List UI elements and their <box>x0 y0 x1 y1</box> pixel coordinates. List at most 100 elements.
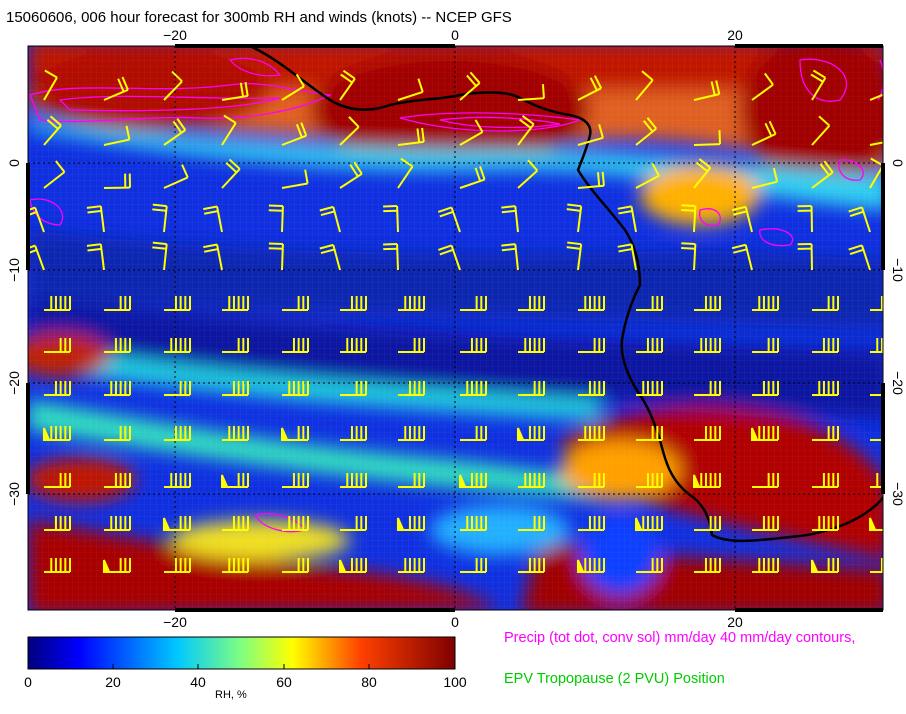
wind-barb <box>339 161 363 189</box>
lon-label-top-east: 20 <box>727 27 743 43</box>
wind-barb <box>222 296 249 311</box>
wind-barb <box>812 516 839 531</box>
wind-barb <box>694 381 721 396</box>
wind-barb <box>339 558 367 573</box>
wind-barb <box>104 381 131 396</box>
wind-barb <box>518 473 545 488</box>
lat-label-right-20: −20 <box>890 371 906 395</box>
wind-barb <box>694 426 721 441</box>
colorbar-label-20: 20 <box>105 674 121 690</box>
wind-barb <box>617 243 637 271</box>
wind-barb <box>693 130 721 146</box>
wind-barb <box>812 338 839 353</box>
wind-barb <box>636 381 663 396</box>
rh-colorbar <box>27 636 456 670</box>
wind-barb <box>460 426 487 441</box>
wind-barb <box>812 381 839 396</box>
wind-barb <box>43 115 62 146</box>
wind-barb <box>163 164 189 189</box>
wind-barb <box>103 173 131 189</box>
wind-barb <box>517 159 539 189</box>
wind-barb <box>578 473 605 488</box>
wind-barb <box>636 558 663 573</box>
wind-barb <box>340 381 367 396</box>
wind-barb <box>693 473 721 488</box>
wind-barb <box>398 338 425 353</box>
wind-barb <box>281 169 309 189</box>
wind-barb <box>811 558 839 573</box>
colorbar-label-100: 100 <box>443 674 467 690</box>
lat-label-right-10: −10 <box>890 258 906 282</box>
wind-barb <box>43 160 66 189</box>
wind-barb <box>848 244 871 271</box>
wind-barb <box>752 473 779 488</box>
wind-barb <box>437 244 461 271</box>
wind-barb <box>870 296 883 311</box>
wind-barb <box>281 122 308 146</box>
wind-barb <box>163 516 191 531</box>
wind-barb <box>340 473 367 488</box>
wind-barb <box>681 242 697 271</box>
colorbar-label-80: 80 <box>361 674 377 690</box>
wind-barb <box>340 426 367 441</box>
wind-barb <box>104 338 131 353</box>
wind-barb <box>203 205 223 233</box>
lat-label-right-30: −30 <box>890 482 906 506</box>
precip-legend: Precip (tot dot, conv sol) mm/day 40 mm/… <box>504 630 856 646</box>
wind-barb <box>203 243 223 271</box>
wind-barb <box>437 206 461 233</box>
wind-barb <box>617 205 637 233</box>
wind-barb <box>104 296 131 311</box>
wind-barb <box>751 426 779 441</box>
wind-barb <box>222 558 249 573</box>
wind-barb <box>501 205 519 233</box>
wind-barb <box>164 473 191 488</box>
wind-barb <box>460 381 487 396</box>
map-title: 15060606, 006 hour forecast for 300mb RH… <box>6 9 512 26</box>
precip-contours <box>29 57 883 533</box>
wind-barb <box>268 204 284 233</box>
wind-barb <box>693 80 721 101</box>
coastline <box>249 46 883 543</box>
wind-barb <box>164 381 191 396</box>
wind-barb <box>694 296 721 311</box>
wind-barb <box>163 70 183 101</box>
wind-barb <box>43 69 58 101</box>
wind-barb <box>577 75 603 101</box>
wind-barb <box>282 558 309 573</box>
wind-barb <box>459 71 481 101</box>
wind-barb <box>43 426 71 441</box>
wind-barb <box>163 118 187 146</box>
wind-barb <box>221 158 241 189</box>
wind-barb <box>578 338 605 353</box>
wind-barb <box>870 338 883 353</box>
wind-barb <box>812 426 839 441</box>
wind-barb <box>752 516 779 531</box>
wind-barb <box>578 296 605 311</box>
lat-label-left-20: −20 <box>6 371 22 395</box>
wind-barb <box>459 473 487 488</box>
wind-barb <box>86 205 105 233</box>
lon-label-bottom-zero: 0 <box>451 614 459 630</box>
wind-barb <box>398 473 425 488</box>
map-frame <box>27 45 884 611</box>
wind-barb <box>44 338 71 353</box>
wind-barb <box>460 558 487 573</box>
wind-barb <box>383 205 399 233</box>
wind-barb <box>578 516 605 531</box>
wind-barb <box>397 127 425 146</box>
lat-label-left-10: −10 <box>6 258 22 282</box>
wind-barb <box>340 296 367 311</box>
wind-barb <box>221 114 237 146</box>
wind-barb <box>104 426 131 441</box>
wind-barb <box>635 162 660 189</box>
wind-barb <box>636 338 663 353</box>
wind-barb <box>518 296 545 311</box>
lon-label-bottom-east: 20 <box>727 614 743 630</box>
wind-barb <box>681 204 697 233</box>
colorbar-label-40: 40 <box>190 674 206 690</box>
frame-ticks <box>26 44 885 612</box>
wind-barb <box>164 558 191 573</box>
wind-barb <box>398 558 425 573</box>
